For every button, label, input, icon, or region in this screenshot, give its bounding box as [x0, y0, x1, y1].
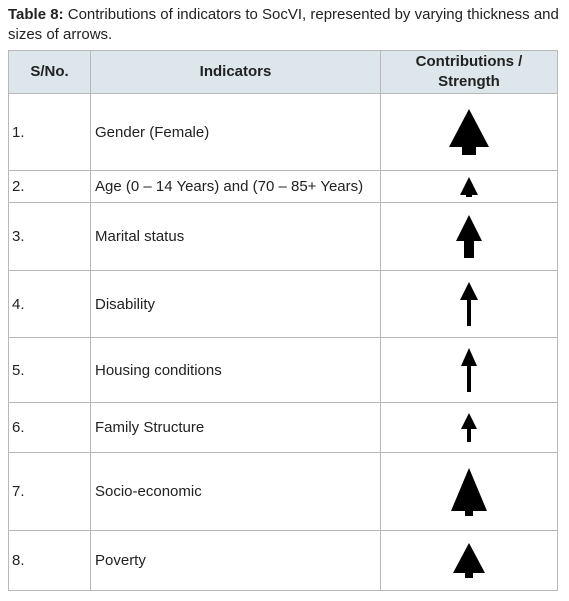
row: 8. Poverty: [8, 530, 558, 591]
cell: 2.: [8, 170, 91, 203]
cell: [380, 202, 558, 271]
cell: [380, 530, 558, 591]
header-cell: Indicators: [90, 50, 381, 94]
cell: 6.: [8, 402, 91, 453]
arrow: [461, 348, 477, 392]
arrow: [451, 467, 487, 516]
header-cell: Contributions / Strength: [380, 50, 558, 94]
cell: [380, 270, 558, 338]
arrow: [456, 214, 482, 258]
cell: 5.: [8, 337, 91, 403]
cell: 4.: [8, 270, 91, 338]
cell: Poverty: [90, 530, 381, 591]
row: 5. Housing conditions: [8, 337, 558, 403]
cell: Age (0 – 14 Years) and (70 – 85+ Years): [90, 170, 381, 203]
cell: 8.: [8, 530, 91, 591]
cell: 7.: [8, 452, 91, 531]
arrow: [453, 542, 485, 578]
cell: [380, 93, 558, 171]
cell: Family Structure: [90, 402, 381, 453]
row: 3. Marital status: [8, 202, 558, 271]
cell: 1.: [8, 93, 91, 171]
table: S/No. Indicators Contributions / Strengt…: [8, 50, 558, 591]
cell: [380, 170, 558, 203]
row: 2. Age (0 – 14 Years) and (70 – 85+ Years…: [8, 170, 558, 203]
cell: Marital status: [90, 202, 381, 271]
cell: [380, 337, 558, 403]
cell: 3.: [8, 202, 91, 271]
arrow: [461, 412, 477, 442]
arrow: [449, 109, 489, 155]
caption-label: Table 8:: [8, 6, 64, 23]
cell: Disability: [90, 270, 381, 338]
row: 4. Disability: [8, 270, 558, 338]
arrow: [460, 282, 478, 326]
row: 6. Family Structure: [8, 402, 558, 453]
cell: Gender (Female): [90, 93, 381, 171]
caption: Table 8: Contributions of indicators to …: [8, 5, 564, 45]
header-cell: S/No.: [8, 50, 91, 94]
cell: Socio-economic: [90, 452, 381, 531]
cell: Housing conditions: [90, 337, 381, 403]
cell: [380, 402, 558, 453]
cell: [380, 452, 558, 531]
caption-text: Contributions of indicators to SocVI, re…: [8, 6, 559, 43]
row: 1. Gender (Female): [8, 93, 558, 171]
header-row: S/No. Indicators Contributions / Strengt…: [8, 50, 558, 94]
row: 7. Socio-economic: [8, 452, 558, 531]
arrow: [460, 176, 478, 197]
